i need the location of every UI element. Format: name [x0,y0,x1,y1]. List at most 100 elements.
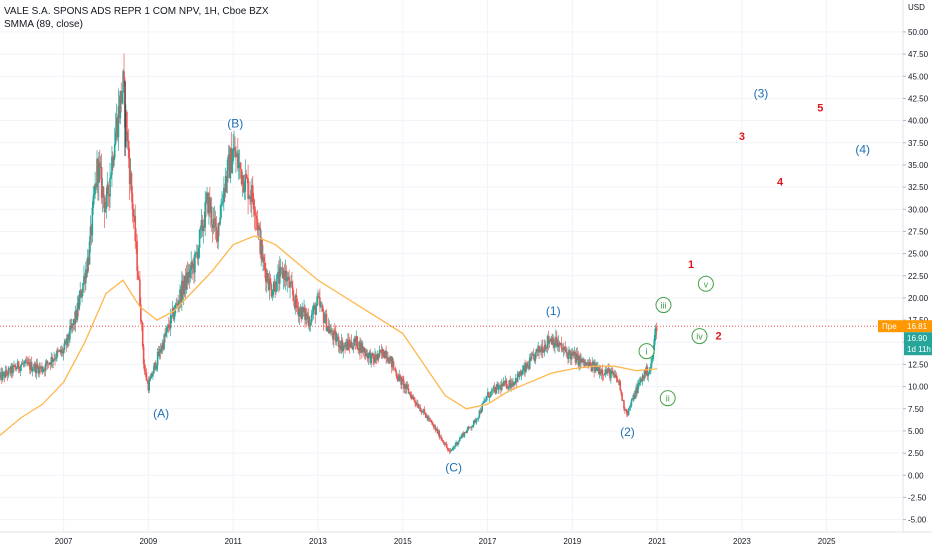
candle-body [450,450,453,451]
candle-body [349,341,352,348]
candle-body [60,349,63,353]
candle-body [417,407,420,409]
candle-body [15,368,18,370]
wave-label-A[interactable]: (A) [153,407,169,421]
candle-body [542,351,545,353]
candle-body [457,442,459,445]
candle-body [19,365,22,372]
wave-circle [659,390,676,407]
candle-body [285,270,288,282]
candle-body [86,257,89,274]
candle-body [570,352,573,360]
wave-label-ii[interactable]: ii [659,390,676,407]
candle-body [549,340,552,342]
candle-body [78,297,81,309]
candle-body [0,372,2,377]
candle-body [158,349,161,357]
indicator-label[interactable]: SMMA (89, close) [4,19,83,30]
candle-body [157,352,160,357]
candle-body [204,202,206,228]
candle-body [452,447,455,450]
candle-body [127,140,130,159]
wave-label-3[interactable]: 3 [739,131,745,143]
candle-body [618,380,621,382]
candle-body [26,360,28,365]
price-scale[interactable]: -5.00-2.500.002.505.007.5010.0012.5015.0… [903,3,929,525]
candle-body [328,326,331,334]
candle-body [0,376,1,378]
wave-label-1[interactable]: 1 [688,259,694,271]
candle-body [185,272,188,290]
candle-body [30,362,33,372]
candle-body [504,380,507,384]
candle-body [361,343,363,352]
candle-body [333,330,335,340]
candle-body [182,286,185,295]
candle-body [113,144,116,159]
candle-body [475,419,478,423]
wave-label-1[interactable]: (1) [546,304,561,318]
y-tick-label: -2.50 [908,493,927,502]
wave-label-v[interactable]: v [697,275,714,292]
candle-body [525,363,527,372]
wave-label-5[interactable]: 5 [817,103,823,115]
candle-body [339,345,342,350]
candle-body [238,162,241,164]
wave-label-3[interactable]: (3) [754,87,769,101]
candle-body [165,332,167,337]
candle-body [635,387,637,395]
candle-body [289,283,291,288]
candle-body [622,400,624,402]
x-tick-label: 2019 [563,537,581,546]
candle-body [540,349,542,352]
candle-body [29,362,32,370]
candle-body [460,435,463,438]
wave-label-2[interactable]: 2 [716,331,722,343]
candle-body [611,370,614,374]
candle-body [480,411,483,414]
candle-body [211,224,214,229]
candle-body [394,368,397,372]
wave-label-i[interactable]: i [638,343,655,360]
candle-body [558,342,561,345]
wave-label-4[interactable]: 4 [777,176,784,188]
candle-body [262,256,264,261]
candle-body [501,383,504,387]
wave-text: (1) [546,304,561,318]
candle-body [485,399,487,401]
candle-body [284,270,287,280]
candle-body [375,354,377,360]
candle-body [195,252,197,254]
candle-body [6,373,9,376]
time-scale[interactable]: 2007 2009 2011 2013 2015 2017 2019 2021 2023 2025 [55,537,836,546]
wave-label-iv[interactable]: iv [691,328,708,345]
candle-body [1,372,4,380]
candle-body [209,206,212,213]
candle-body [101,186,104,198]
candle-body [621,393,623,401]
candle-body [582,358,584,363]
wave-label-iii[interactable]: iii [655,297,672,314]
candle-body [514,378,517,382]
wave-label-B[interactable]: (B) [227,117,243,131]
candle-body [235,155,237,158]
candle-body [4,370,7,378]
candle-body [125,111,127,128]
wave-label-C[interactable]: (C) [445,461,462,475]
candle-body [191,262,193,269]
last-price-prefix: Пре [882,322,897,331]
candle-body [379,350,382,351]
wave-label-2[interactable]: (2) [620,425,635,439]
candle-body [625,409,627,411]
candle-body [223,187,225,202]
candle-body [439,437,442,438]
candle-body [513,382,515,385]
candle-body [121,92,123,104]
candle-body [306,313,308,319]
candle-body [340,340,343,350]
candle-body [189,269,192,278]
candle-body [366,353,369,359]
wave-label-4[interactable]: (4) [855,142,870,156]
symbol-title[interactable]: VALE S.A. SPONS ADS REPR 1 COM NPV, 1H, … [4,6,269,17]
